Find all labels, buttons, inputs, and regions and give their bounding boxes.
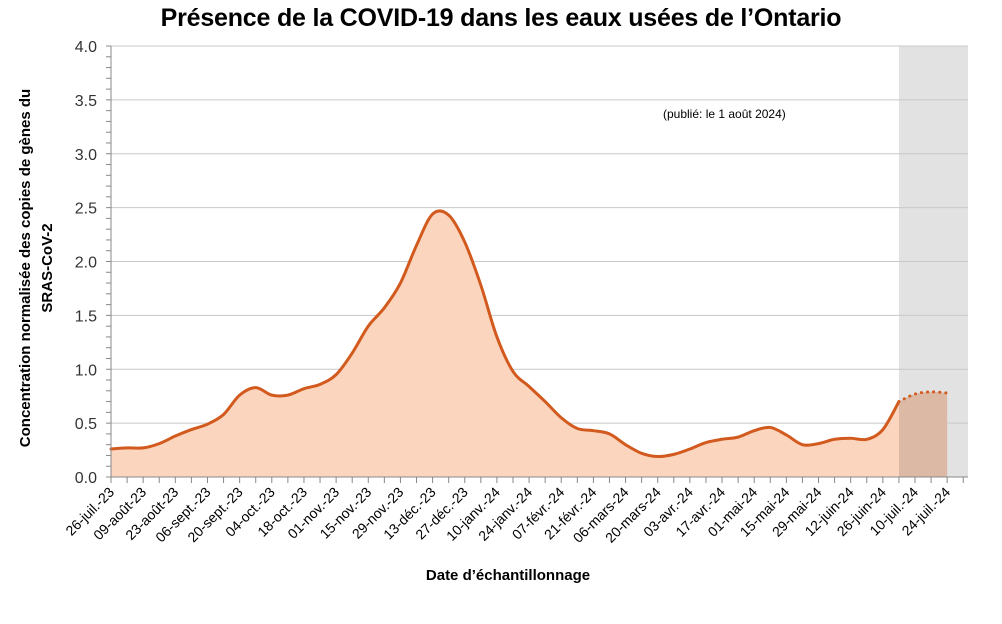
y-tick-label: 1.5: [75, 308, 97, 325]
y-tick-label: 2.0: [75, 255, 97, 272]
y-tick-labels: 0.0 0.5 1.0 1.5 2.0 2.5 3.0 3.5 4.0: [75, 39, 97, 487]
y-tick-label: 4.0: [75, 39, 97, 56]
y-tick-label: 2.5: [75, 201, 97, 218]
y-tick-label: 0.0: [75, 470, 97, 487]
y-tick-label: 0.5: [75, 416, 97, 433]
x-axis-label: Date d’échantillonnage: [425, 567, 591, 584]
area-fill: [111, 210, 899, 477]
y-tick-label: 1.0: [75, 362, 97, 379]
y-tick-label: 3.5: [75, 93, 97, 110]
data-line: [109, 209, 901, 459]
axes: [106, 45, 968, 483]
gridlines: [111, 45, 968, 424]
published-date-annotation: (publié: le 1 août 2024): [663, 107, 786, 121]
chart-title: Présence de la COVID-19 dans les eaux us…: [160, 4, 842, 32]
y-tick-label: 3.0: [75, 147, 97, 164]
data-line-provisional-dotted: [897, 390, 949, 404]
area-fill-provisional: [898, 391, 948, 477]
x-tick-labels: 26-juil.-2309-août-2323-août-2306-sept.-…: [62, 484, 953, 546]
